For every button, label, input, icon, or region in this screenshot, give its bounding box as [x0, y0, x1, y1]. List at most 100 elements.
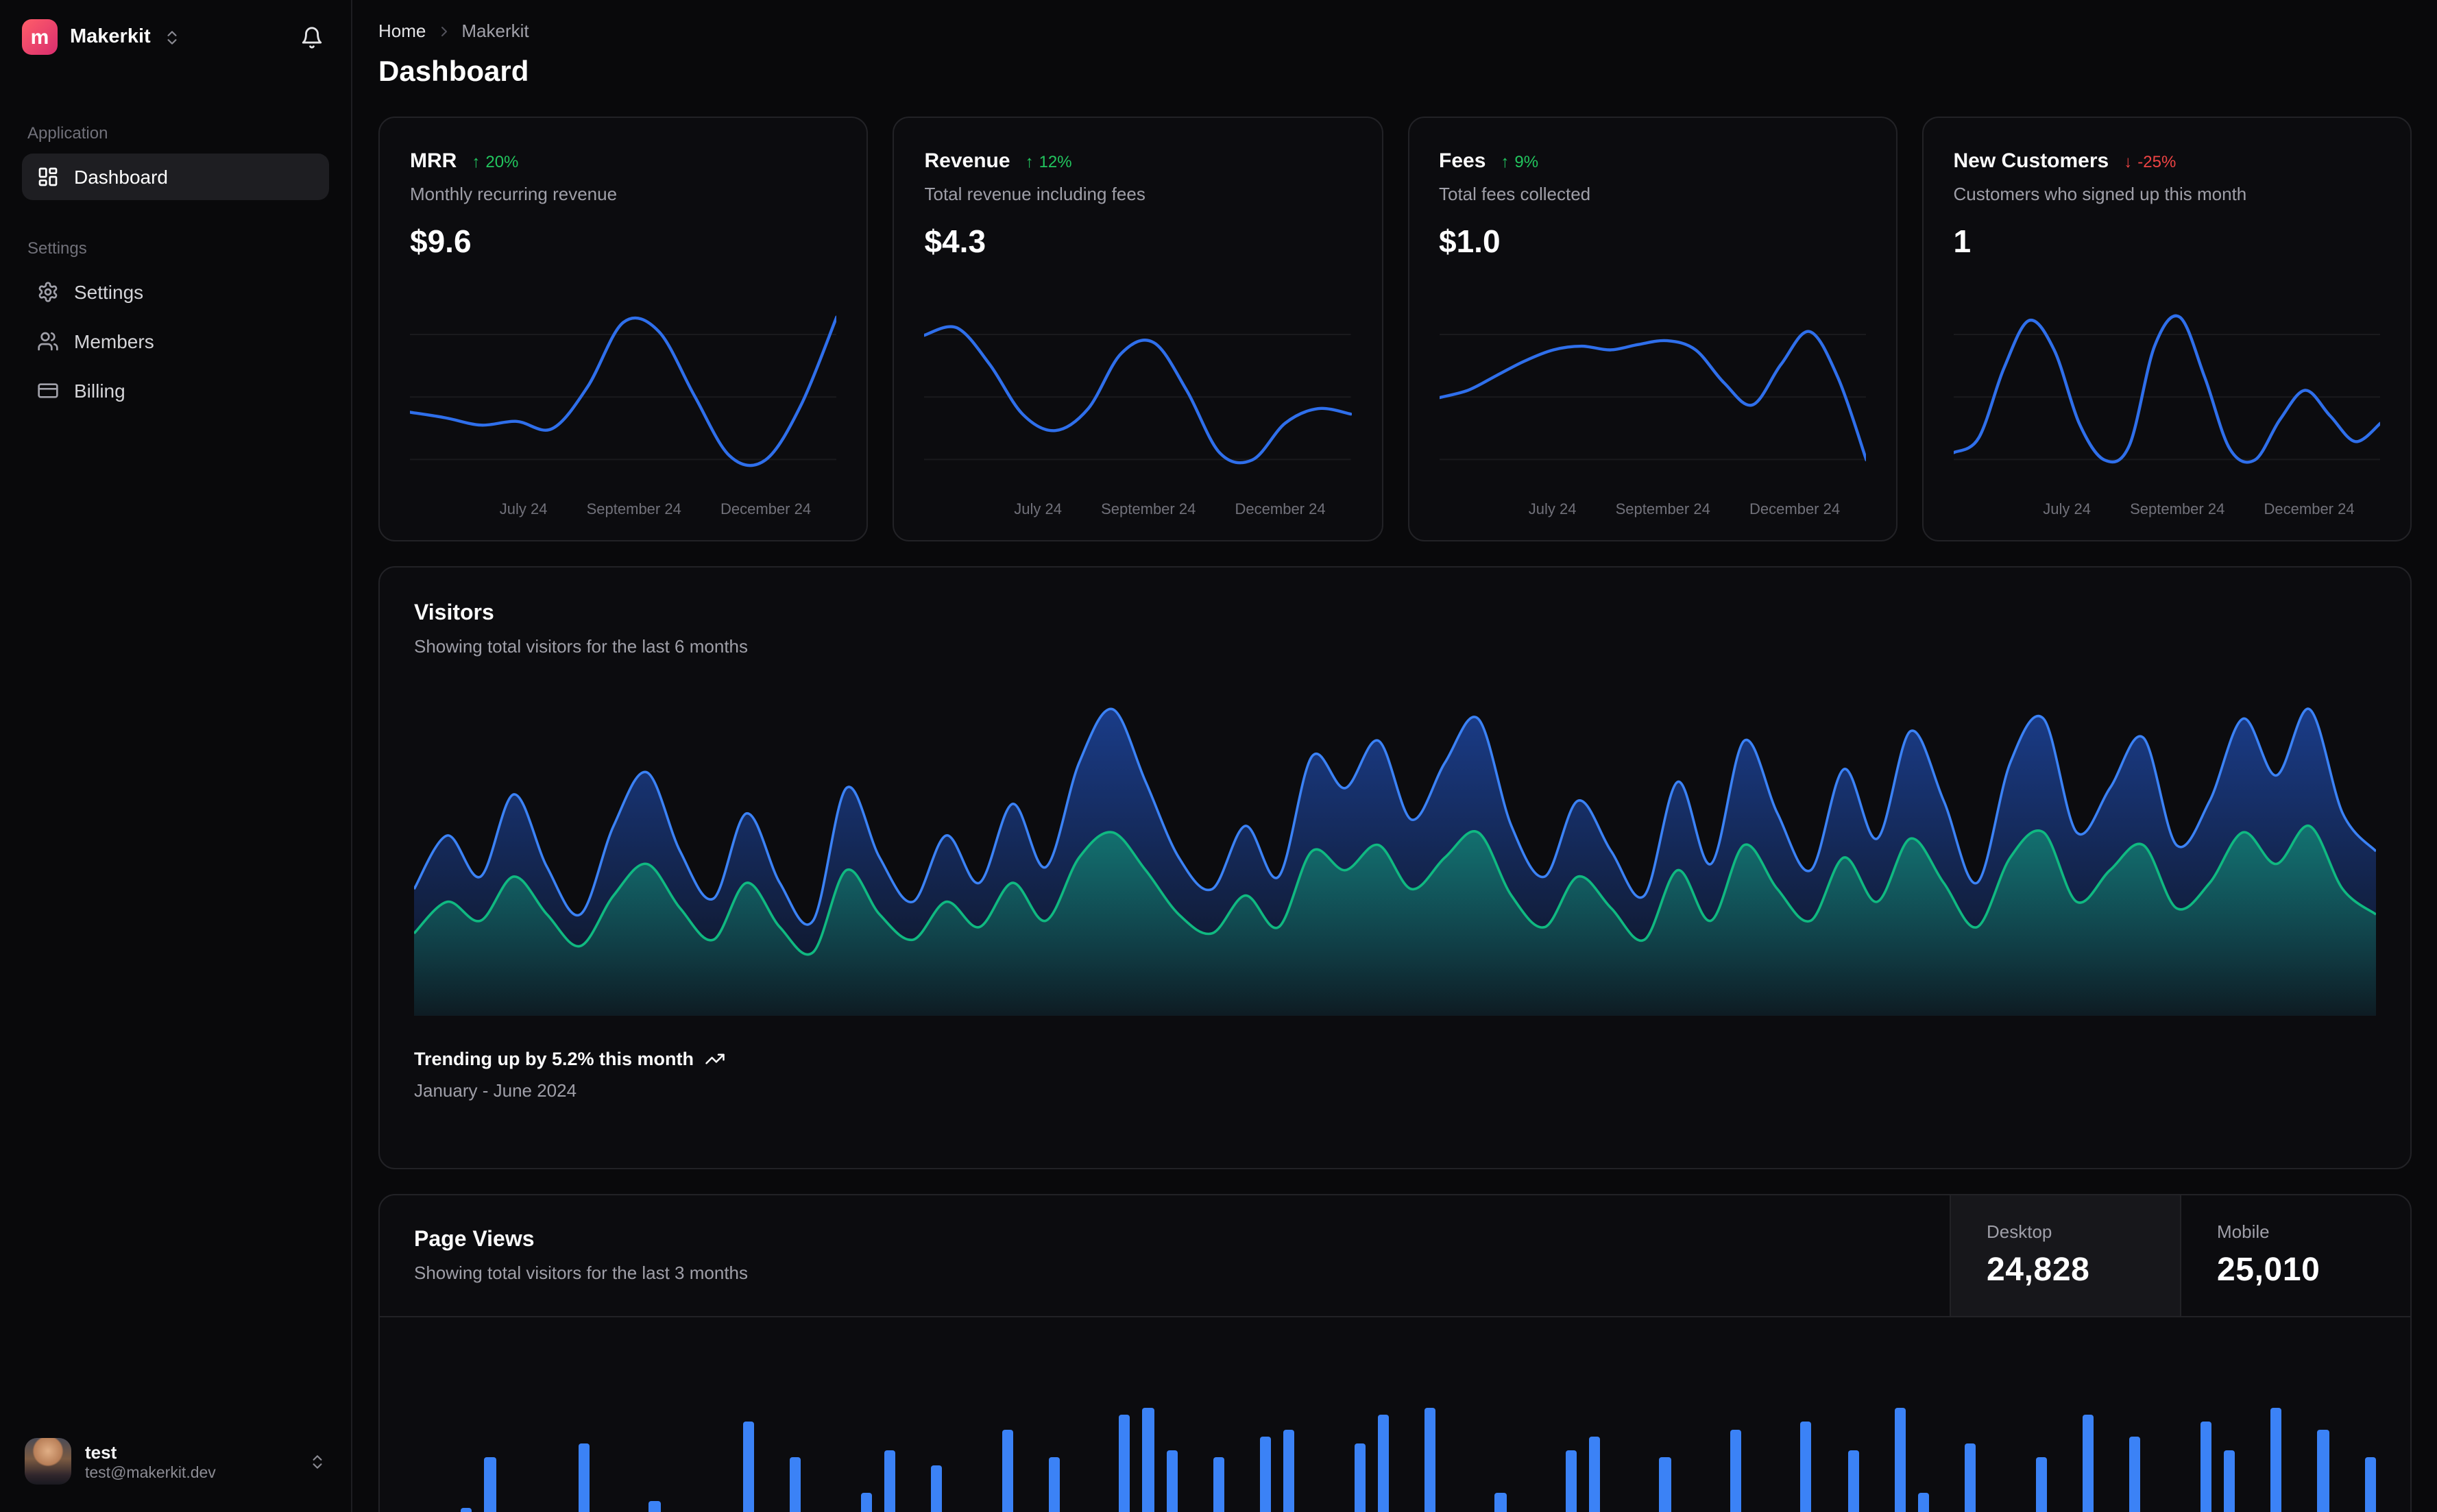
billing-icon: [37, 380, 59, 402]
trend-badge: ↑ 20%: [472, 151, 519, 171]
main-content: Home Makerkit Dashboard MRR ↑ 20% Monthly…: [352, 0, 2437, 1512]
stat-value: $4.3: [924, 223, 986, 259]
desktop-value: 24,828: [1987, 1252, 2090, 1289]
sidebar-item-members[interactable]: Members: [22, 318, 329, 365]
page-views-bar: [2035, 1457, 2047, 1512]
page-views-bar: [1213, 1457, 1224, 1512]
page-views-bar: [2223, 1450, 2235, 1512]
trend-arrow-icon: ↑: [1501, 151, 1510, 171]
visitors-subtitle: Showing total visitors for the last 6 mo…: [414, 636, 749, 657]
page-views-bar: [484, 1457, 496, 1512]
stat-subtitle: Total revenue including fees: [924, 184, 1145, 204]
stat-value: $9.6: [410, 223, 472, 259]
trend-arrow-icon: ↑: [1025, 151, 1034, 171]
stat-card-revenue: Revenue ↑ 12% Total revenue including fee…: [893, 117, 1383, 541]
makerkit-logo: m: [22, 19, 58, 55]
chevrons-up-down-icon: [163, 28, 181, 46]
visitors-title: Visitors: [414, 602, 494, 625]
bell-icon: [300, 25, 324, 49]
page-views-bar: [2082, 1415, 2094, 1512]
page-views-bar: [2270, 1408, 2282, 1512]
stat-cards-row: MRR ↑ 20% Monthly recurring revenue $9.6 …: [378, 117, 2412, 541]
members-icon: [37, 330, 59, 352]
workspace-name: Makerkit: [70, 26, 151, 48]
chevron-right-icon: [435, 23, 452, 39]
visitors-footer: Trending up by 5.2% this month January -…: [414, 1049, 2376, 1101]
page-views-bar: [742, 1422, 755, 1512]
page-views-bar: [1565, 1450, 1577, 1512]
page-views-bar: [790, 1457, 801, 1512]
dashboard-icon: [37, 166, 59, 188]
user-name: test: [85, 1441, 117, 1462]
page-views-bar: [1730, 1430, 1742, 1512]
trend-arrow-icon: ↓: [2124, 151, 2133, 171]
page-views-bar: [1494, 1493, 1507, 1512]
x-axis-labels: July 24 September 24 December 24: [499, 502, 812, 518]
x-axis-labels: July 24 September 24 December 24: [1014, 502, 1326, 518]
breadcrumb-current: Makerkit: [461, 21, 529, 41]
page-views-bar: [648, 1501, 661, 1512]
sidebar-item-dashboard[interactable]: Dashboard: [22, 154, 329, 200]
page-views-bar: [1166, 1450, 1178, 1512]
page-views-bar: [884, 1450, 895, 1512]
page-views-bar: [1142, 1408, 1154, 1512]
page-views-bar: [578, 1443, 590, 1512]
workspace-switcher[interactable]: m Makerkit: [22, 19, 181, 55]
page-views-bar: [1354, 1443, 1366, 1512]
page-views-card: Page Views Showing total visitors for th…: [378, 1194, 2412, 1512]
sidebar-item-label: Settings: [74, 281, 144, 303]
page-views-subtitle: Showing total visitors for the last 3 mo…: [414, 1263, 749, 1283]
stat-card-fees: Fees ↑ 9% Total fees collected $1.0 July …: [1407, 117, 1898, 541]
notifications-button[interactable]: [295, 20, 329, 54]
page-views-bar: [1260, 1437, 1272, 1512]
revenue-sparkline-chart: [925, 282, 1352, 491]
desktop-label: Desktop: [1987, 1221, 2052, 1242]
desktop-toggle-button[interactable]: Desktop 24,828: [1950, 1195, 2180, 1316]
page-views-bar: [931, 1465, 943, 1512]
mobile-label: Mobile: [2217, 1221, 2270, 1242]
x-axis-labels: July 24 September 24 December 24: [2043, 502, 2355, 518]
page-views-bar: [461, 1508, 472, 1512]
page-views-bar: [1847, 1450, 1859, 1512]
page-views-bar: [1589, 1437, 1601, 1512]
page-views-title: Page Views: [414, 1228, 535, 1252]
sidebar-item-settings[interactable]: Settings: [22, 269, 329, 315]
stat-title: MRR: [410, 149, 457, 173]
page-views-bar: [860, 1493, 872, 1512]
stat-card-mrr: MRR ↑ 20% Monthly recurring revenue $9.6 …: [378, 117, 869, 541]
new-customers-sparkline-chart: [1954, 282, 2381, 491]
user-avatar: [25, 1438, 71, 1485]
sidebar-header: m Makerkit: [22, 19, 329, 55]
stat-subtitle: Customers who signed up this month: [1953, 184, 2247, 204]
page-views-bar: [1377, 1415, 1389, 1512]
sidebar-item-billing[interactable]: Billing: [22, 367, 329, 414]
chevrons-up-down-icon: [308, 1452, 326, 1470]
sidebar-item-label: Dashboard: [74, 166, 168, 188]
settings-icon: [37, 281, 59, 303]
x-axis-labels: July 24 September 24 December 24: [1528, 502, 1841, 518]
visitors-area-chart: [414, 687, 2376, 1016]
stat-value: $1.0: [1439, 223, 1501, 259]
trend-badge: ↑ 9%: [1501, 151, 1539, 171]
breadcrumb-home-link[interactable]: Home: [378, 21, 426, 41]
trend-arrow-icon: ↑: [472, 151, 481, 171]
sidebar-item-label: Billing: [74, 380, 125, 402]
stat-card-new-customers: New Customers ↓ -25% Customers who signed…: [1921, 117, 2412, 541]
trend-badge: ↓ -25%: [2124, 151, 2177, 171]
page-views-bar: [1048, 1457, 1060, 1512]
stat-value: 1: [1953, 223, 1972, 259]
trend-badge: ↑ 12%: [1025, 151, 1072, 171]
page-views-bar: [2129, 1437, 2141, 1512]
mobile-value: 25,010: [2217, 1252, 2320, 1289]
user-email: test@makerkit.dev: [85, 1465, 216, 1481]
sidebar-item-label: Members: [74, 330, 154, 352]
page-views-bar: [1283, 1430, 1295, 1512]
visitors-trend-text: Trending up by 5.2% this month: [414, 1049, 694, 1069]
mrr-sparkline-chart: [410, 282, 837, 491]
visitors-date-range: January - June 2024: [414, 1080, 577, 1101]
page-views-bar: [1894, 1408, 1906, 1512]
user-menu[interactable]: test test@makerkit.dev: [22, 1432, 329, 1490]
mobile-toggle-button[interactable]: Mobile 25,010: [2180, 1195, 2410, 1316]
page-views-bar: [2364, 1457, 2376, 1512]
